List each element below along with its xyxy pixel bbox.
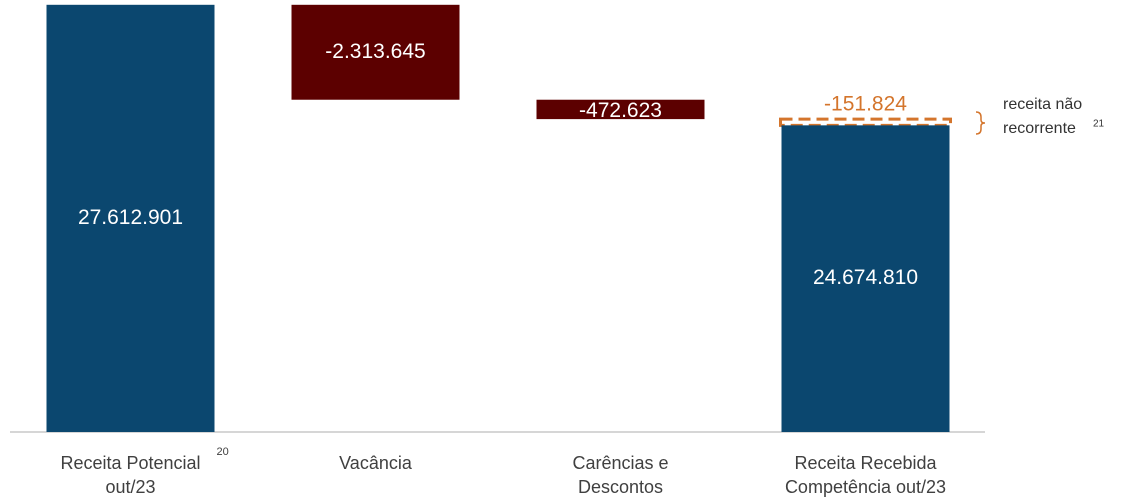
- x-tick-label: Carências e: [572, 453, 668, 473]
- bracket: [975, 111, 986, 135]
- value-label: 27.612.901: [78, 206, 183, 229]
- non-recurring-label: -151.824: [824, 93, 907, 116]
- x-tick-label: Receita Recebida: [794, 453, 937, 473]
- x-tick-label: out/23: [105, 477, 155, 497]
- annotation: recorrente: [1003, 120, 1076, 137]
- value-label: 24.674.810: [813, 266, 918, 289]
- bar: [781, 125, 950, 432]
- x-tick-label: Receita Potencial: [60, 453, 200, 473]
- bar: [536, 99, 705, 120]
- value-label: -2.313.645: [325, 40, 425, 63]
- annotation-footnote: 21: [1093, 119, 1105, 130]
- footnote-mark: 20: [217, 446, 229, 458]
- bar: [46, 4, 215, 433]
- bar: [291, 4, 460, 100]
- x-tick-label: Competência out/23: [785, 477, 946, 497]
- x-tick-label: Descontos: [578, 477, 663, 497]
- non-recurring-segment: [779, 117, 952, 127]
- x-tick-label: Vacância: [339, 453, 413, 473]
- value-label: -472.623: [579, 99, 662, 122]
- annotation: receita não: [1003, 96, 1082, 113]
